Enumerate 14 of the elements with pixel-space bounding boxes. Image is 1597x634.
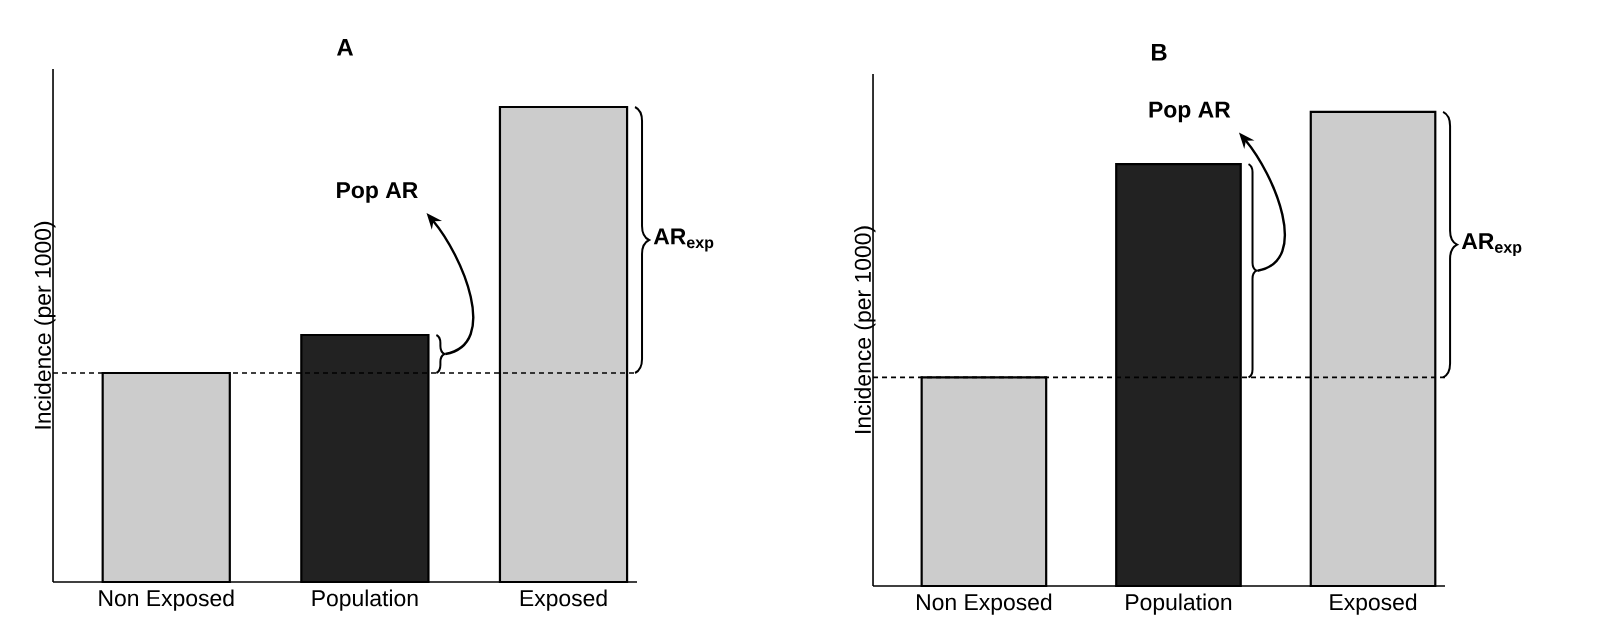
- annotation: Pop AR: [1149, 101, 1231, 123]
- y-axis-title: Incidence (per 1000): [34, 221, 56, 429]
- y-axis-title: Incidence (per 1000): [854, 226, 876, 433]
- chart-title: B: [1151, 44, 1167, 61]
- x-tick-label: Exposed: [520, 589, 607, 611]
- chart-title: A: [336, 39, 354, 56]
- x-tick-label: Non Exposed: [917, 593, 1052, 615]
- x-tick-label: Population: [312, 589, 418, 611]
- text: AR$_{exp}$: [653, 228, 714, 252]
- text: AR$_{exp}$: [1461, 233, 1522, 257]
- x-tick-label: Population: [1126, 593, 1232, 615]
- annotation: Pop AR: [337, 182, 418, 203]
- x-tick-label: Exposed: [1330, 593, 1417, 615]
- x-tick-label: Non Exposed: [99, 589, 234, 611]
